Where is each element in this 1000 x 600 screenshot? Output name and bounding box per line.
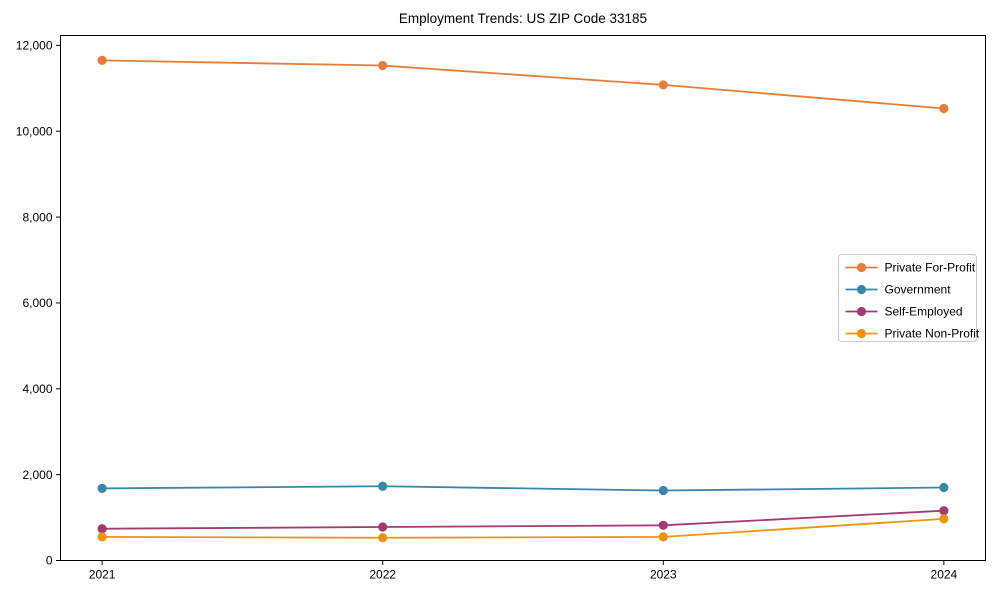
data-point [939, 506, 949, 516]
data-point [97, 55, 107, 65]
series-line [101, 59, 945, 110]
data-point [658, 80, 668, 90]
legend-label: Private Non-Profit [885, 327, 980, 341]
data-point [97, 532, 107, 542]
x-tick-label: 2023 [650, 568, 677, 582]
legend-swatch-marker [856, 328, 867, 339]
x-tick-label: 2022 [369, 568, 396, 582]
data-point [378, 60, 388, 71]
y-tick-label: 0 [46, 554, 53, 568]
y-tick-label: 4,000 [22, 382, 52, 396]
series-line [101, 517, 945, 539]
data-point [378, 533, 388, 543]
legend: Private For-Profit Government Self-Employe… [838, 254, 980, 342]
y-tick-label: 12,000 [16, 39, 53, 53]
legend-swatch-marker [856, 262, 867, 273]
data-point [939, 514, 949, 524]
data-point [939, 103, 949, 114]
data-point [378, 481, 388, 491]
legend-label: Private For-Profit [885, 261, 976, 275]
y-tick-label: 6,000 [22, 296, 52, 310]
data-point [97, 483, 107, 493]
legend-label: Government [885, 283, 952, 297]
series-line [101, 509, 945, 530]
data-point [378, 522, 388, 532]
plot-border [60, 35, 986, 561]
x-tick-label: 2024 [931, 568, 958, 582]
legend-swatch-marker [856, 284, 867, 295]
x-tick-label: 2021 [89, 568, 116, 582]
data-point [939, 482, 949, 493]
legend-label: Self-Employed [885, 305, 963, 319]
series-line [101, 485, 945, 492]
y-tick-label: 10,000 [16, 124, 53, 138]
data-point [658, 532, 668, 542]
y-tick-label: 8,000 [22, 210, 52, 224]
data-point [658, 485, 668, 496]
legend-box [838, 254, 977, 342]
y-tick-label: 2,000 [22, 468, 52, 482]
data-point [658, 520, 668, 530]
chart-title: Employment Trends: US ZIP Code 33185 [399, 11, 647, 26]
legend-swatch-marker [856, 306, 867, 317]
data-point [97, 524, 107, 534]
